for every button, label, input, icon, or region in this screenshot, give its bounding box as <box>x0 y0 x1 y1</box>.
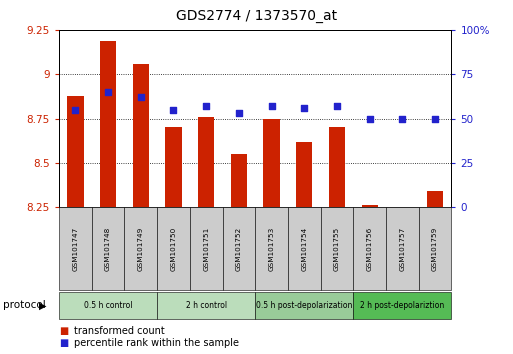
Bar <box>157 292 255 319</box>
Bar <box>124 207 157 290</box>
Text: GSM101756: GSM101756 <box>367 227 372 271</box>
Bar <box>59 207 92 290</box>
Text: ■: ■ <box>59 326 68 336</box>
Bar <box>288 207 321 290</box>
Bar <box>223 207 255 290</box>
Bar <box>427 191 443 207</box>
Text: 0.5 h post-depolarization: 0.5 h post-depolarization <box>256 301 352 310</box>
Text: 0.5 h control: 0.5 h control <box>84 301 132 310</box>
Text: ▶: ▶ <box>38 300 46 310</box>
Point <box>267 103 275 109</box>
Bar <box>231 154 247 207</box>
Text: GSM101753: GSM101753 <box>269 227 274 271</box>
Point <box>169 107 177 113</box>
Bar <box>132 64 149 207</box>
Text: GDS2774 / 1373570_at: GDS2774 / 1373570_at <box>176 9 337 23</box>
Bar <box>255 207 288 290</box>
Text: GSM101755: GSM101755 <box>334 227 340 271</box>
Bar <box>255 292 353 319</box>
Text: GSM101754: GSM101754 <box>301 227 307 271</box>
Point <box>431 116 439 121</box>
Point <box>398 116 406 121</box>
Point <box>104 89 112 95</box>
Text: GSM101751: GSM101751 <box>203 227 209 271</box>
Text: GSM101759: GSM101759 <box>432 227 438 271</box>
Bar <box>321 207 353 290</box>
Bar <box>157 207 190 290</box>
Bar <box>198 117 214 207</box>
Text: GSM101748: GSM101748 <box>105 227 111 271</box>
Text: GSM101747: GSM101747 <box>72 227 78 271</box>
Text: GSM101752: GSM101752 <box>236 227 242 271</box>
Bar <box>67 96 84 207</box>
Point <box>71 107 80 113</box>
Point <box>366 116 374 121</box>
Text: 2 h post-depolariztion: 2 h post-depolariztion <box>360 301 444 310</box>
Bar <box>296 142 312 207</box>
Point <box>136 95 145 100</box>
Bar <box>165 127 182 207</box>
Text: GSM101750: GSM101750 <box>170 227 176 271</box>
Bar <box>100 41 116 207</box>
Text: protocol: protocol <box>3 300 45 310</box>
Bar <box>329 127 345 207</box>
Text: percentile rank within the sample: percentile rank within the sample <box>74 338 240 348</box>
Text: 2 h control: 2 h control <box>186 301 227 310</box>
Point <box>300 105 308 111</box>
Point <box>202 103 210 109</box>
Point <box>235 110 243 116</box>
Bar <box>386 207 419 290</box>
Bar <box>419 207 451 290</box>
Text: transformed count: transformed count <box>74 326 165 336</box>
Bar <box>190 207 223 290</box>
Text: GSM101749: GSM101749 <box>138 227 144 271</box>
Bar <box>92 207 125 290</box>
Text: GSM101757: GSM101757 <box>400 227 405 271</box>
Bar <box>362 205 378 207</box>
Point <box>333 103 341 109</box>
Bar <box>353 292 451 319</box>
Text: ■: ■ <box>59 338 68 348</box>
Bar <box>263 119 280 207</box>
Bar <box>394 207 410 209</box>
Bar <box>353 207 386 290</box>
Bar <box>59 292 157 319</box>
